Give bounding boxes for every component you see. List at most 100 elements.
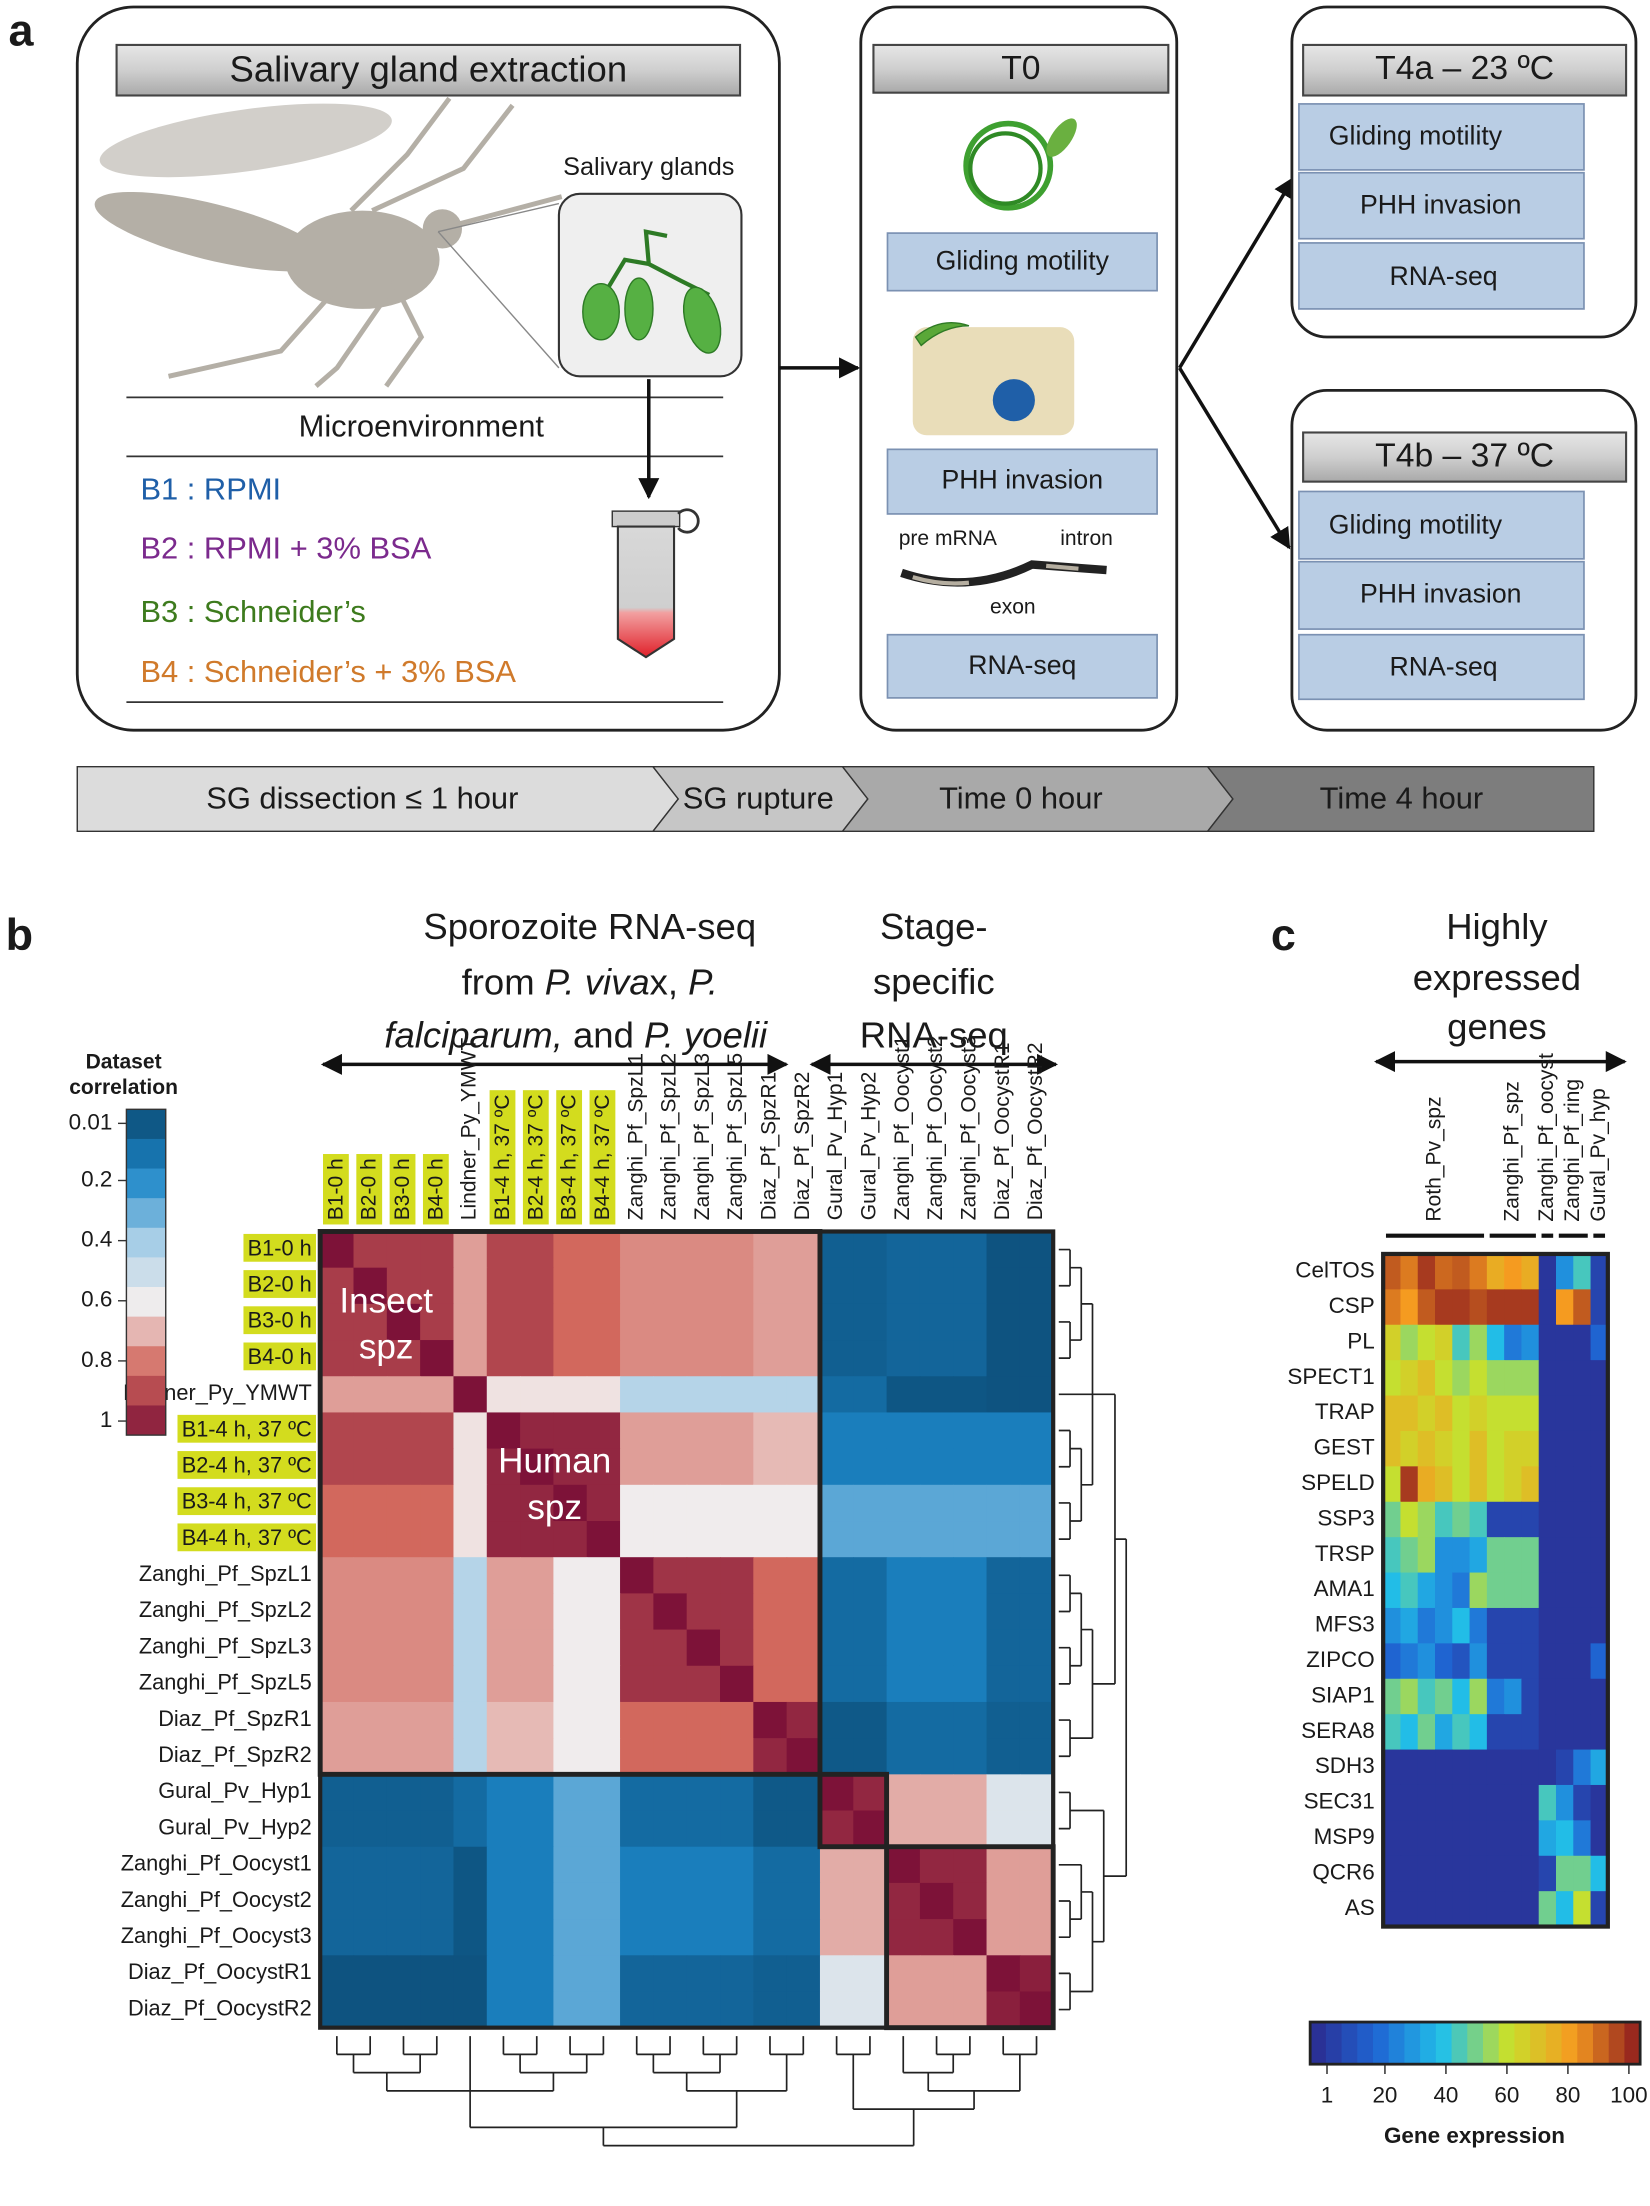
column-label: B4-4 h, 37 ºC <box>591 1094 614 1220</box>
heatmap-cell <box>520 1701 554 1739</box>
colorbar-label: 60 <box>1494 2082 1519 2107</box>
legend-title: Dataset <box>86 1051 162 1074</box>
heatmap-cell <box>819 1448 854 1486</box>
heatmap-cell <box>986 1412 1021 1450</box>
heatmap-cell <box>753 1738 788 1775</box>
heatmap-cell <box>620 1412 654 1450</box>
colorbar-label: 40 <box>1433 2082 1458 2107</box>
heatmap-cell <box>386 1593 421 1631</box>
heatmap-cell <box>819 1521 854 1558</box>
heatmap-cell <box>586 1593 621 1631</box>
heatmap-cell <box>1400 1501 1419 1538</box>
heatmap-cell <box>1452 1360 1471 1397</box>
heatmap-cell <box>353 1810 388 1848</box>
heatmap-cell <box>1521 1324 1540 1361</box>
heatmap-cell <box>353 1303 388 1341</box>
colorbar-label: 0.2 <box>81 1166 112 1191</box>
heatmap-cell <box>1400 1324 1419 1361</box>
heatmap-cell <box>1400 1820 1419 1857</box>
heatmap-cell <box>386 1882 421 1920</box>
heatmap-cell <box>786 1774 821 1812</box>
heatmap-cell <box>1452 1784 1471 1821</box>
heatmap-cell <box>420 1593 455 1631</box>
heatmap-cell <box>586 1484 621 1522</box>
heatmap-cell <box>320 1629 355 1667</box>
heatmap-cell <box>653 1774 688 1812</box>
heatmap-cell <box>753 1846 788 1884</box>
row-label: B4-0 h <box>248 1344 312 1369</box>
heatmap-cell <box>420 1629 455 1667</box>
heatmap-cell <box>819 1846 854 1884</box>
heatmap-cell <box>1486 1855 1505 1892</box>
heatmap-cell <box>1019 1376 1054 1413</box>
heatmap-cell <box>753 1303 788 1341</box>
heatmap-cell <box>520 1665 554 1703</box>
heatmap-cell <box>386 1521 421 1558</box>
item: Gliding motility <box>936 246 1110 276</box>
label-highlight <box>422 1154 449 1225</box>
heatmap-cell <box>720 1738 754 1775</box>
heatmap-cell <box>653 1521 688 1558</box>
heatmap-cell <box>1590 1572 1609 1609</box>
heatmap-cell <box>1469 1572 1488 1609</box>
heatmap-cell <box>986 1738 1021 1775</box>
item-box <box>1298 242 1585 310</box>
heatmap-cell <box>919 1991 954 2029</box>
heatmap-cell <box>686 1267 721 1305</box>
heatmap-cell <box>1469 1360 1488 1397</box>
column-label-group: Zanghi_Pf_SpzL2 <box>658 1053 681 1220</box>
heatmap-cell <box>1486 1678 1505 1715</box>
heatmap-frame <box>1381 1251 1610 1929</box>
heatmap-cell <box>886 1484 921 1522</box>
heatmap-cell <box>1555 1643 1574 1680</box>
heatmap-cell <box>686 1919 721 1956</box>
heatmap-cell <box>420 1738 455 1775</box>
heatmap-cell <box>453 1303 488 1341</box>
heatmap-cell <box>553 1303 588 1341</box>
heatmap-cell <box>1452 1289 1471 1326</box>
box-title: T4a – 23 ºC <box>1375 49 1554 87</box>
colorbar-block <box>126 1257 166 1288</box>
heatmap-cell <box>453 1412 488 1450</box>
heatmap-cell <box>620 1593 654 1631</box>
heatmap-cell <box>620 1810 654 1848</box>
column-label: Gural_Pv_Hyp2 <box>857 1072 880 1221</box>
heatmap-cell <box>453 1593 488 1631</box>
row-label: Zanghi_Pf_SpzL2 <box>139 1597 312 1622</box>
heatmap-cell <box>1383 1537 1402 1574</box>
heatmap-cell <box>986 1955 1021 1993</box>
heatmap-cell <box>1538 1714 1557 1751</box>
heatmap-cell <box>986 1629 1021 1667</box>
heatmap-cell <box>386 1629 421 1667</box>
item: RNA-seq <box>1389 261 1497 291</box>
heatmap-cell <box>1417 1289 1436 1326</box>
label-highlight <box>243 1342 316 1371</box>
heatmap-cell <box>586 1991 621 2029</box>
heatmap-cell <box>420 1267 455 1305</box>
heatmap-cell <box>1573 1784 1592 1821</box>
column-label: B1-4 h, 37 ºC <box>491 1094 514 1220</box>
heatmap-cell <box>586 1810 621 1848</box>
heatmap-cell <box>486 1340 521 1377</box>
gene-label: SDH3 <box>1315 1753 1375 1778</box>
heatmap-cell <box>919 1412 954 1450</box>
header-part: from <box>462 961 545 1002</box>
head <box>422 209 463 249</box>
group-label-group: Roth_Pv_spz <box>1423 1096 1446 1221</box>
heatmap-cell <box>1590 1466 1609 1503</box>
heatmap-cell <box>1019 1484 1054 1522</box>
heatmap-cell <box>520 1991 554 2029</box>
hepatocyte <box>912 327 1075 436</box>
header: falciparum, and P. yoelii <box>384 1014 768 1055</box>
heatmap-cell <box>819 1340 854 1377</box>
heatmap-cell <box>1590 1324 1609 1361</box>
heatmap-cell <box>386 1303 421 1341</box>
heatmap-cell <box>520 1376 554 1413</box>
heatmap-cell <box>453 1629 488 1667</box>
row-label: Diaz_Pf_SpzR2 <box>158 1742 312 1767</box>
nucleus <box>992 379 1035 422</box>
heatmap-cell <box>486 1919 521 1956</box>
heatmap-cell <box>1019 1810 1054 1848</box>
heatmap-cell <box>1521 1891 1540 1928</box>
heatmap-cell <box>1400 1466 1419 1503</box>
